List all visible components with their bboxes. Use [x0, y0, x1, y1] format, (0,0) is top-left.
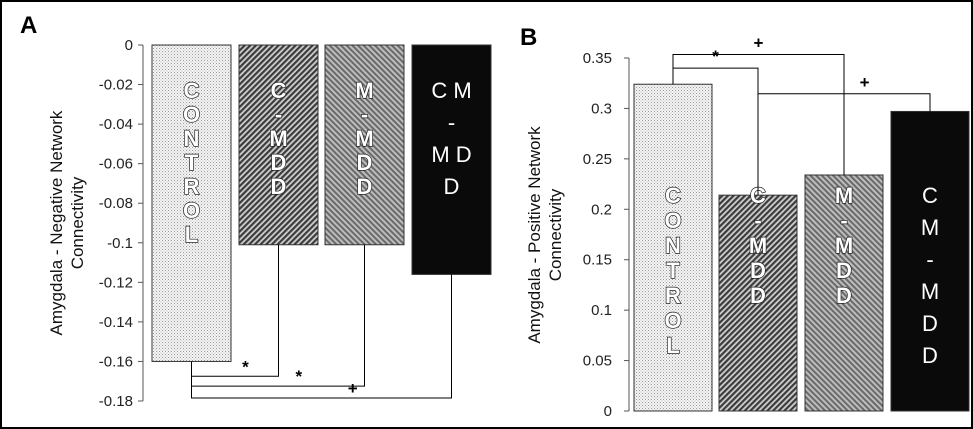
y-tick-label: 0: [125, 37, 133, 54]
y-axis-label-line: Amygdala - Negative Network: [47, 110, 66, 335]
bar-label-char: O: [183, 102, 200, 127]
bar-label-char: M: [269, 126, 287, 151]
significance-marker: +: [754, 33, 764, 52]
bar-c-mdd: [238, 44, 319, 246]
bar-label-char: -: [275, 102, 282, 127]
bar-label-char: -: [448, 110, 455, 135]
y-axis-label: Amygdala - Negative Network Connectivity: [47, 110, 87, 335]
bar-label-char: R: [184, 174, 200, 199]
bar-label-char: C: [922, 183, 938, 208]
bar-control: [151, 44, 232, 362]
panel-a: A 0 -0.02 -0.04 -0.06 -0.08 -0.1 -0.12 -0.14 -0.…: [20, 12, 492, 410]
bar-label-char: C M: [431, 78, 471, 103]
y-tick-label: -0.14: [99, 314, 133, 331]
bar-label-char: M D: [431, 142, 471, 167]
significance-marker: *: [295, 367, 302, 386]
bar-label-char: M: [749, 233, 767, 258]
bar-m-mdd: [324, 44, 405, 246]
y-axis-label-line: Amygdala - Positive Network: [525, 126, 544, 344]
bar-label-char: D: [357, 150, 373, 175]
bar-label-char: D: [922, 343, 938, 368]
bar-label-char: -: [361, 102, 368, 127]
bar-label-char: M: [921, 215, 939, 240]
bar-label-char: C: [750, 183, 766, 208]
y-tick-label: -0.08: [99, 195, 133, 212]
y-tick-label: -0.1: [107, 235, 133, 252]
bar-label-char: M: [835, 183, 853, 208]
y-tick-label: -0.02: [99, 77, 133, 94]
y-tick-label: -0.04: [99, 116, 133, 133]
bar-label-char: M: [355, 126, 373, 151]
bar-cm-mdd: [411, 44, 492, 275]
bar-label-char: C: [271, 78, 287, 103]
significance-marker: +: [348, 379, 358, 398]
bar-label-char: -: [754, 208, 761, 233]
bar-label-char: D: [271, 174, 287, 199]
y-tick-label: 0.1: [591, 302, 612, 319]
bar-label-char: O: [664, 208, 681, 233]
bar-label-char: C: [184, 78, 200, 103]
bar-label-char: D: [271, 150, 287, 175]
significance-marker: +: [860, 73, 870, 92]
bar-label-char: C: [665, 183, 681, 208]
bar-label-char: D: [357, 174, 373, 199]
y-axis-label-line: Connectivity: [68, 176, 87, 269]
bar-label-char: T: [185, 150, 199, 175]
bar-label-char: D: [836, 283, 852, 308]
panel-a-letter: A: [20, 12, 37, 39]
y-tick-label: 0.15: [583, 252, 612, 269]
y-axis-label-line: Connectivity: [546, 188, 565, 281]
y-tick-label: 0.3: [591, 100, 612, 117]
bar-m-mdd: [804, 174, 884, 412]
bar-label-char: R: [665, 283, 681, 308]
comparison-bracket: [672, 53, 845, 175]
y-tick-label: -0.18: [99, 393, 133, 410]
bar-label-char: L: [185, 222, 198, 247]
bar-label-char: D: [444, 174, 460, 199]
significance-marker: *: [242, 357, 249, 376]
bar-label-char: D: [836, 258, 852, 283]
comparison-bracket: [757, 93, 931, 196]
y-axis-label: Amygdala - Positive Network Connectivity: [525, 126, 565, 344]
bar-label-char: O: [664, 308, 681, 333]
bar-label-char: -: [840, 208, 847, 233]
bar-label-char: D: [922, 311, 938, 336]
bar-label-char: N: [665, 233, 681, 258]
y-tick-label: 0.35: [583, 50, 612, 67]
y-tick-label: 0.25: [583, 151, 612, 168]
bar-c-mdd: [718, 194, 798, 412]
bar-label-char: M: [355, 78, 373, 103]
y-tick-label: 0.2: [591, 201, 612, 218]
y-tick-label: -0.12: [99, 274, 133, 291]
bar-label-char: M: [921, 279, 939, 304]
y-tick-label: -0.16: [99, 353, 133, 370]
bar-cm-mdd: [890, 110, 970, 412]
bar-label-char: O: [183, 198, 200, 223]
panel-b-letter: B: [520, 24, 537, 51]
bar-label-char: N: [184, 126, 200, 151]
bar-label-char: D: [750, 258, 766, 283]
bar-label-char: D: [750, 283, 766, 308]
bar-label-char: T: [666, 258, 680, 283]
comparison-bracket: [191, 274, 452, 399]
bar-control: [633, 83, 713, 412]
y-tick-label: 0.05: [583, 353, 612, 370]
significance-marker: *: [712, 47, 719, 66]
y-tick-label: -0.06: [99, 156, 133, 173]
panel-b: B 0 0.05 0.1 0.15 0.2 0.25 0.3 0.35 Amygdala - P…: [520, 24, 970, 420]
bar-label-char: -: [926, 247, 933, 272]
bar-label-char: M: [835, 233, 853, 258]
y-tick-label: 0: [604, 403, 612, 420]
bar-label-char: L: [666, 333, 679, 358]
